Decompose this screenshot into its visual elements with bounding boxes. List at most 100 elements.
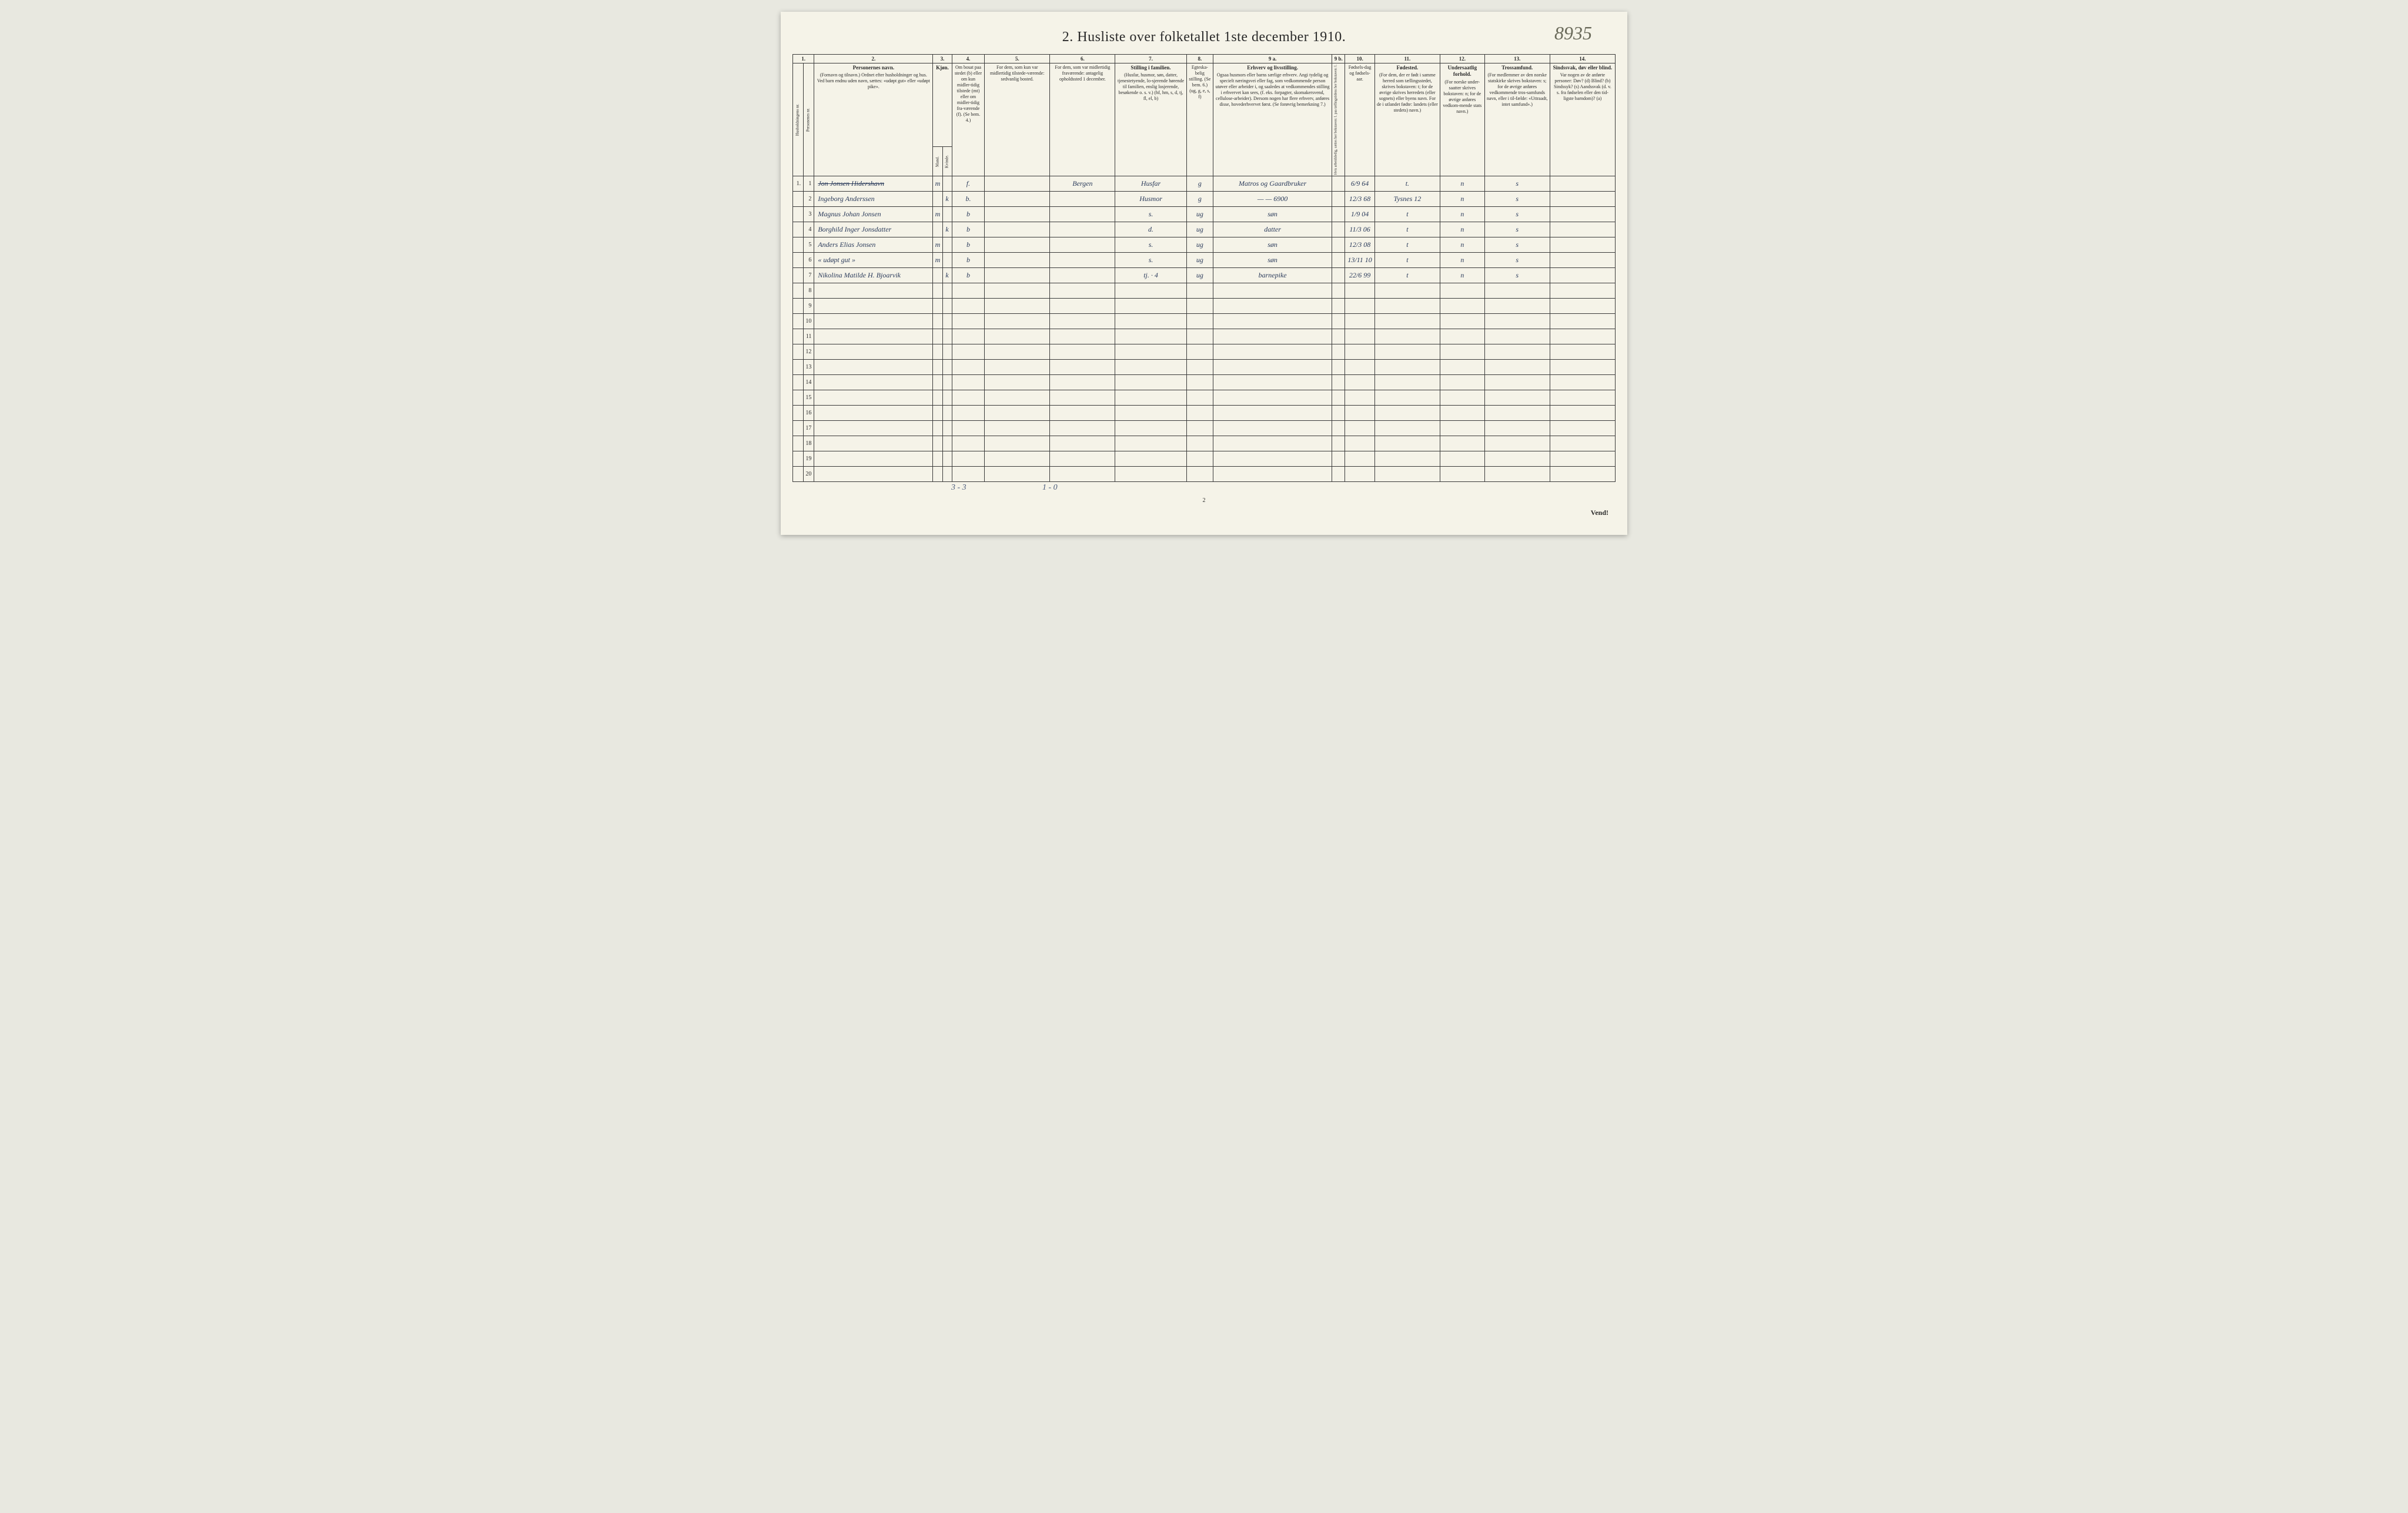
cell-hh bbox=[793, 222, 804, 237]
cell-c9b bbox=[1332, 283, 1345, 299]
cell-birthplace: t bbox=[1374, 268, 1440, 283]
hdr-fam-body: (Husfar, husmor, søn, datter, tjenestety… bbox=[1118, 72, 1184, 101]
cell-hh bbox=[793, 360, 804, 375]
cell-occ: søn bbox=[1213, 253, 1332, 268]
cell-rel bbox=[1484, 406, 1550, 421]
table-row: 2Ingeborg Anderssenkb.Husmorg— — 690012/… bbox=[793, 192, 1616, 207]
cell-rel bbox=[1484, 467, 1550, 482]
cell-sex-k bbox=[942, 344, 952, 360]
cell-sex-k bbox=[942, 299, 952, 314]
cell-fam bbox=[1115, 436, 1186, 451]
cell-name: Nikolina Matilde H. Bjoarvik bbox=[814, 268, 933, 283]
cell-c14 bbox=[1550, 406, 1615, 421]
cell-rel bbox=[1484, 329, 1550, 344]
cell-dob: 6/9 64 bbox=[1345, 176, 1375, 192]
cell-sex-m bbox=[933, 390, 942, 406]
cell-rel bbox=[1484, 451, 1550, 467]
cell-c5 bbox=[985, 192, 1050, 207]
cell-occ: — — 6900 bbox=[1213, 192, 1332, 207]
cell-pn: 12 bbox=[804, 344, 814, 360]
cell-birthplace bbox=[1374, 344, 1440, 360]
cell-pn: 16 bbox=[804, 406, 814, 421]
cell-fam bbox=[1115, 421, 1186, 436]
cell-sex-m bbox=[933, 360, 942, 375]
cell-name: « udøpt gut » bbox=[814, 253, 933, 268]
cell-name bbox=[814, 406, 933, 421]
cell-c14 bbox=[1550, 421, 1615, 436]
cell-birthplace: Tysnes 12 bbox=[1374, 192, 1440, 207]
cell-occ bbox=[1213, 314, 1332, 329]
colnum-11: 11. bbox=[1374, 55, 1440, 63]
cell-nat bbox=[1440, 283, 1484, 299]
cell-hh bbox=[793, 451, 804, 467]
census-table: 1. 2. 3. 4. 5. 6. 7. 8. 9 a. 9 b. 10. 11… bbox=[792, 54, 1616, 494]
hdr-name-bold: Personernes navn. bbox=[816, 65, 931, 71]
cell-birthplace bbox=[1374, 451, 1440, 467]
cell-c9b bbox=[1332, 344, 1345, 360]
cell-c5 bbox=[985, 436, 1050, 451]
cell-name: Ingeborg Anderssen bbox=[814, 192, 933, 207]
cell-c5 bbox=[985, 421, 1050, 436]
cell-dob: 13/11 10 bbox=[1345, 253, 1375, 268]
cell-hh bbox=[793, 268, 804, 283]
hdr-sex: Kjøn. bbox=[933, 63, 952, 147]
cell-sex-k: k bbox=[942, 192, 952, 207]
cell-sex-m: m bbox=[933, 176, 942, 192]
cell-hh bbox=[793, 207, 804, 222]
table-row: 11 bbox=[793, 329, 1616, 344]
cell-name bbox=[814, 390, 933, 406]
cell-occ: søn bbox=[1213, 207, 1332, 222]
cell-res: b bbox=[952, 253, 985, 268]
cell-c6 bbox=[1050, 360, 1115, 375]
cell-name: Anders Elias Jonsen bbox=[814, 237, 933, 253]
cell-rel: s bbox=[1484, 207, 1550, 222]
cell-sex-m: m bbox=[933, 207, 942, 222]
cell-name bbox=[814, 375, 933, 390]
cell-res bbox=[952, 436, 985, 451]
table-row: 1.1Jon Jonsen Hidershavnmf.BergenHusfarg… bbox=[793, 176, 1616, 192]
table-row: 5Anders Elias Jonsenmbs.ugsøn12/3 08tns bbox=[793, 237, 1616, 253]
cell-hh bbox=[793, 299, 804, 314]
cell-nat: n bbox=[1440, 222, 1484, 237]
vend-label: Vend! bbox=[792, 508, 1616, 517]
cell-pn: 17 bbox=[804, 421, 814, 436]
cell-c6 bbox=[1050, 283, 1115, 299]
cell-res bbox=[952, 344, 985, 360]
cell-fam bbox=[1115, 360, 1186, 375]
cell-name bbox=[814, 436, 933, 451]
cell-birthplace bbox=[1374, 314, 1440, 329]
cell-hh bbox=[793, 436, 804, 451]
cell-c9b bbox=[1332, 451, 1345, 467]
cell-fam bbox=[1115, 375, 1186, 390]
table-row: 13 bbox=[793, 360, 1616, 375]
cell-c9b bbox=[1332, 299, 1345, 314]
hdr-14-body: Var nogen av de anførte personer: Døv? (… bbox=[1554, 72, 1611, 101]
cell-pn: 6 bbox=[804, 253, 814, 268]
hdr-c6: For dem, som var midlertidig fraværende:… bbox=[1050, 63, 1115, 176]
cell-c5 bbox=[985, 467, 1050, 482]
table-row: 15 bbox=[793, 390, 1616, 406]
cell-sex-k bbox=[942, 436, 952, 451]
cell-occ bbox=[1213, 375, 1332, 390]
cell-dob bbox=[1345, 421, 1375, 436]
cell-c6 bbox=[1050, 192, 1115, 207]
cell-dob bbox=[1345, 406, 1375, 421]
cell-rel bbox=[1484, 436, 1550, 451]
cell-occ bbox=[1213, 467, 1332, 482]
cell-rel bbox=[1484, 299, 1550, 314]
cell-sex-k bbox=[942, 375, 952, 390]
cell-name bbox=[814, 421, 933, 436]
cell-c6 bbox=[1050, 344, 1115, 360]
table-row: 19 bbox=[793, 451, 1616, 467]
cell-hh bbox=[793, 467, 804, 482]
colnum-13: 13. bbox=[1484, 55, 1550, 63]
footer-row: 3 - 3 1 - 0 bbox=[793, 482, 1616, 494]
cell-mar bbox=[1186, 314, 1213, 329]
cell-c5 bbox=[985, 222, 1050, 237]
cell-res: f. bbox=[952, 176, 985, 192]
colnum-6: 6. bbox=[1050, 55, 1115, 63]
table-row: 8 bbox=[793, 283, 1616, 299]
cell-c14 bbox=[1550, 253, 1615, 268]
cell-c6 bbox=[1050, 436, 1115, 451]
cell-name: Jon Jonsen Hidershavn bbox=[814, 176, 933, 192]
